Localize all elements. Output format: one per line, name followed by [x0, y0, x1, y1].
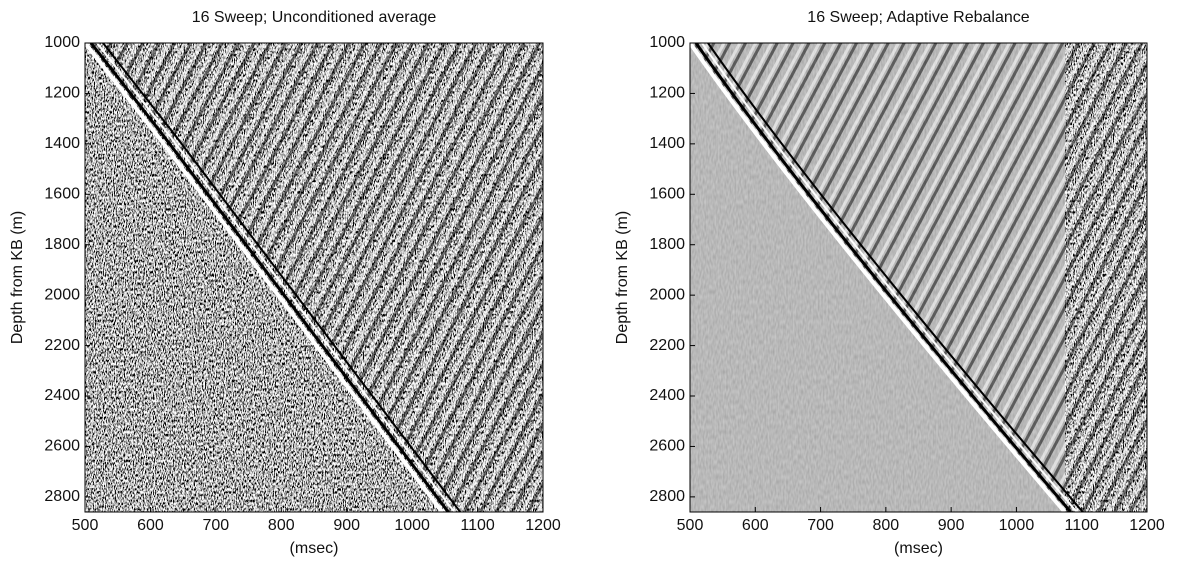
y-axis-label: Depth from KB (m)	[614, 211, 631, 344]
y-tick-label: 1000	[44, 34, 80, 51]
x-tick-label: 900	[938, 517, 965, 534]
x-tick-label: 900	[333, 517, 360, 534]
seismic-image	[85, 43, 543, 512]
x-tick-label: 800	[268, 517, 295, 534]
coherent-events	[85, 43, 543, 512]
y-tick-label: 2600	[649, 438, 685, 455]
y-tick-label: 2800	[649, 488, 685, 505]
first-arrival	[694, 43, 1072, 512]
x-tick-label: 700	[203, 517, 230, 534]
x-tick-label: 1100	[1065, 517, 1100, 534]
seismic-image	[690, 43, 1147, 512]
first-arrival	[690, 43, 1067, 512]
x-tick-label: 600	[137, 517, 164, 534]
y-tick-label: 1200	[649, 85, 685, 102]
x-tick-label: 1200	[1129, 517, 1165, 534]
quiet-zone	[690, 43, 1065, 512]
y-tick-label: 2200	[44, 337, 80, 354]
first-arrival	[89, 43, 450, 512]
x-tick-label: 1100	[460, 517, 495, 534]
x-tick-label: 500	[72, 517, 99, 534]
x-tick-label: 500	[677, 517, 704, 534]
y-tick-label: 2800	[44, 488, 80, 505]
y-tick-label: 2400	[649, 387, 685, 404]
y-tick-label: 1000	[649, 34, 685, 51]
y-tick-label: 2000	[649, 286, 685, 303]
y-tick-label: 1400	[649, 135, 685, 152]
y-tick-label: 2200	[649, 337, 685, 354]
x-tick-label: 1200	[525, 517, 561, 534]
y-tick-label: 2600	[44, 438, 80, 455]
y-tick-label: 1600	[649, 186, 685, 203]
y-tick-label: 1800	[44, 236, 80, 253]
first-arrival	[85, 43, 444, 512]
y-tick-label: 1200	[44, 85, 80, 102]
y-tick-label: 1800	[649, 236, 685, 253]
axes-box	[689, 42, 1148, 513]
coherent-events	[690, 43, 1147, 512]
x-axis-label: (msec)	[290, 540, 339, 557]
y-tick-label: 1400	[44, 135, 80, 152]
x-tick-label: 600	[742, 517, 769, 534]
chart-title: 16 Sweep; Unconditioned average	[192, 9, 437, 26]
y-tick-label: 1600	[44, 186, 80, 203]
y-tick-label: 2400	[44, 387, 80, 404]
x-tick-label: 800	[873, 517, 900, 534]
y-axis-label: Depth from KB (m)	[9, 211, 26, 344]
first-arrival	[102, 43, 462, 512]
x-tick-label: 1000	[999, 517, 1035, 534]
axes-box	[84, 42, 544, 513]
x-tick-label: 1000	[394, 517, 430, 534]
chart-title: 16 Sweep; Adaptive Rebalance	[807, 9, 1029, 26]
first-arrival	[701, 43, 1078, 512]
x-axis-label: (msec)	[894, 540, 943, 557]
first-arrival	[707, 43, 1084, 512]
x-tick-label: 700	[807, 517, 834, 534]
first-arrival	[96, 43, 456, 512]
y-tick-label: 2000	[44, 286, 80, 303]
